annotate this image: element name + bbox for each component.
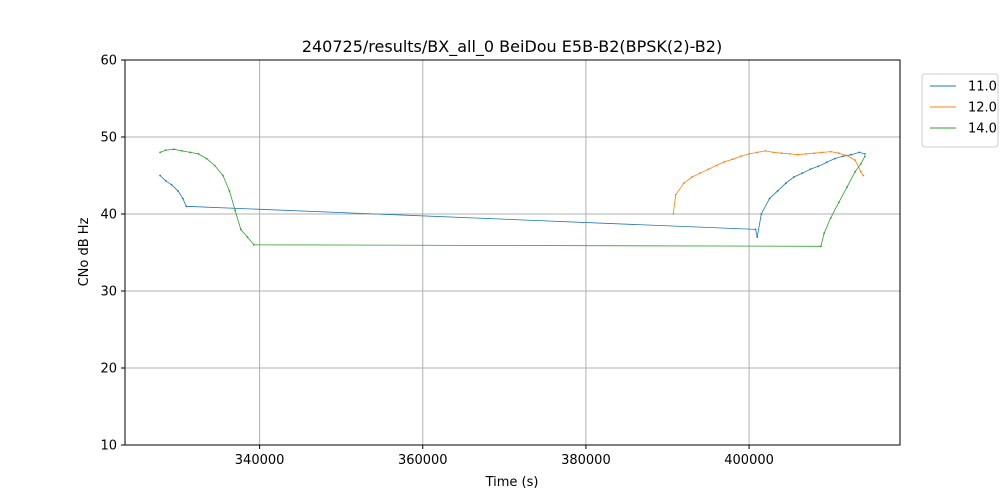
- data-point: [159, 174, 162, 177]
- data-point: [854, 159, 856, 162]
- data-point: [768, 197, 771, 200]
- data-point: [213, 164, 216, 167]
- data-point: [858, 151, 861, 154]
- data-point: [793, 176, 795, 178]
- y-tick-label: 30: [100, 285, 117, 300]
- data-point: [789, 153, 791, 155]
- legend-label-14.0: 14.0: [968, 122, 997, 137]
- y-axis-label: CNo dB Hz: [77, 217, 92, 286]
- legend-label-11.0: 11.0: [968, 80, 997, 95]
- legend-box: [921, 73, 999, 148]
- y-tick-label: 50: [100, 131, 117, 146]
- data-point: [197, 153, 200, 155]
- legend-label-12.0: 12.0: [968, 101, 997, 116]
- data-point: [780, 152, 783, 155]
- data-point: [222, 174, 224, 177]
- data-point: [234, 209, 237, 212]
- series-line-14.0: [159, 148, 866, 247]
- data-point: [159, 151, 162, 154]
- data-point: [189, 151, 192, 154]
- data-point: [253, 243, 255, 246]
- data-point: [846, 154, 848, 157]
- data-point: [809, 168, 812, 171]
- series-line-12.0: [672, 150, 864, 215]
- data-point: [760, 213, 763, 215]
- chart-title: 240725/results/BX_all_0 BeiDou E5B-B2(BP…: [302, 37, 722, 57]
- data-point: [691, 176, 693, 178]
- data-point: [862, 174, 865, 177]
- data-point: [173, 148, 175, 151]
- data-point: [228, 190, 231, 192]
- data-point: [801, 172, 803, 175]
- y-axis: 10 20 30 40 50 60: [100, 54, 125, 454]
- data-point: [829, 217, 832, 219]
- data-point: [825, 161, 828, 164]
- data-point: [182, 197, 184, 200]
- x-tick-label: 340000: [235, 453, 285, 468]
- data-point: [821, 151, 824, 154]
- data-point: [205, 157, 208, 160]
- data-point: [715, 164, 718, 167]
- data-point: [864, 153, 866, 155]
- data-point: [784, 182, 787, 185]
- data-point: [850, 153, 852, 156]
- y-tick-label: 20: [100, 362, 117, 377]
- data-point: [823, 232, 825, 235]
- data-point: [820, 245, 822, 248]
- data-point: [756, 151, 759, 154]
- data-point: [859, 163, 862, 165]
- data-point: [682, 182, 685, 185]
- data-point: [185, 205, 188, 208]
- data-point: [764, 150, 767, 152]
- data-point: [846, 186, 848, 189]
- x-tick-label: 400000: [724, 453, 774, 468]
- x-tick-label: 360000: [398, 453, 448, 468]
- data-point: [837, 152, 840, 155]
- data-point: [164, 149, 167, 152]
- y-tick-label: 10: [100, 439, 117, 454]
- data-point: [864, 155, 866, 158]
- data-point: [748, 153, 750, 155]
- plot-area-frame: [124, 59, 901, 446]
- data-point: [756, 236, 759, 239]
- series-line-11.0: [159, 151, 866, 238]
- data-point: [674, 193, 677, 196]
- data-point: [164, 180, 167, 182]
- data-point: [740, 155, 742, 158]
- data-point: [246, 236, 249, 239]
- data-point: [723, 160, 726, 163]
- data-point: [177, 190, 179, 192]
- series-group: [159, 148, 866, 248]
- data-point: [707, 168, 710, 171]
- data-point: [837, 201, 840, 204]
- data-point: [817, 165, 820, 168]
- x-tick-label: 380000: [561, 453, 611, 468]
- x-axis-label: Time (s): [485, 475, 539, 490]
- y-tick-label: 60: [100, 54, 117, 69]
- data-point: [731, 158, 734, 161]
- data-point: [776, 190, 779, 192]
- data-point: [833, 157, 836, 160]
- data-point: [754, 228, 757, 231]
- data-point: [805, 153, 808, 155]
- data-point: [170, 183, 173, 186]
- legend: 11.0 12.0 14.0: [921, 73, 999, 148]
- data-point: [181, 150, 184, 152]
- data-point: [829, 150, 832, 153]
- x-axis: 340000 360000 380000 400000: [235, 445, 774, 468]
- data-point: [842, 155, 844, 158]
- y-tick-label: 40: [100, 208, 117, 223]
- data-point: [813, 152, 816, 155]
- data-point: [699, 172, 701, 175]
- data-point: [772, 151, 775, 154]
- data-point: [239, 228, 242, 231]
- data-point: [797, 153, 799, 156]
- data-point: [854, 170, 856, 173]
- data-point: [672, 213, 675, 215]
- data-point: [859, 170, 862, 173]
